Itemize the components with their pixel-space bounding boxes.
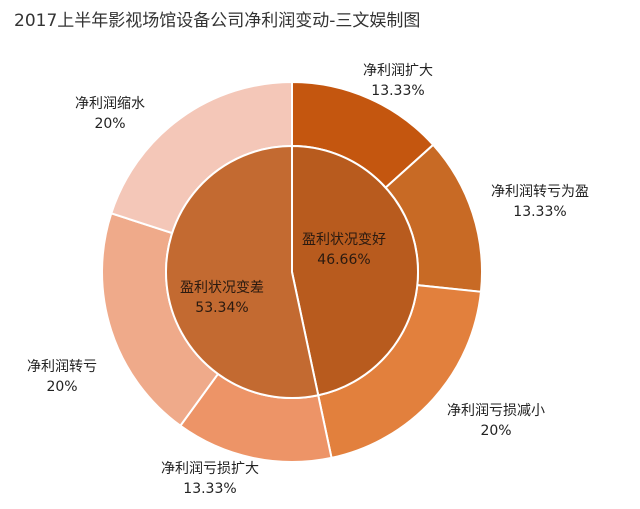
outer-slice-label-0: 净利润扩大: [363, 63, 433, 79]
outer-slice-value-1: 13.33%: [513, 204, 566, 220]
outer-slice-value-2: 20%: [480, 423, 511, 439]
inner-slice-label-0: 盈利状况变好: [302, 232, 386, 248]
outer-slice-value-4: 20%: [46, 379, 77, 395]
inner-slice-0: [291, 144, 419, 397]
inner-slice-1: [165, 144, 320, 399]
inner-slice-value-1: 53.34%: [195, 300, 248, 316]
inner-slice-value-0: 46.66%: [317, 252, 370, 268]
chart-title: 2017上半年影视场馆设备公司净利润变动-三文娱制图: [14, 11, 421, 31]
outer-slice-value-3: 13.33%: [183, 481, 236, 497]
inner-slice-label-1: 盈利状况变差: [180, 280, 264, 296]
outer-slice-label-3: 净利润亏损扩大: [161, 461, 259, 477]
outer-slice-value-0: 13.33%: [371, 83, 424, 99]
outer-slice-label-2: 净利润亏损减小: [447, 403, 545, 419]
outer-slice-value-5: 20%: [94, 116, 125, 132]
outer-slice-label-1: 净利润转亏为盈: [491, 184, 589, 200]
outer-slice-label-4: 净利润转亏: [27, 359, 97, 375]
outer-slice-label-5: 净利润缩水: [75, 96, 145, 112]
